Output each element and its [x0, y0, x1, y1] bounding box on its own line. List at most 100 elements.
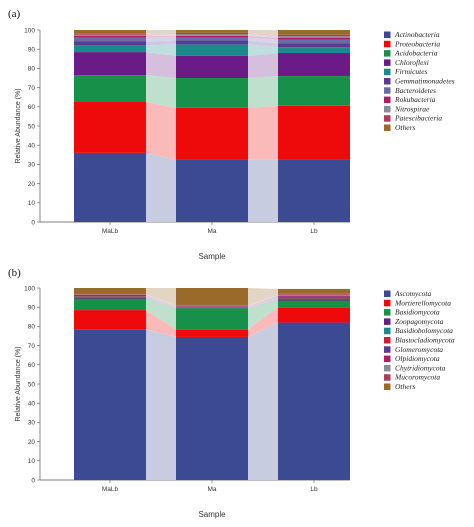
bar-segment-malb-olpidiomycota: [74, 294, 146, 296]
bar-segment-malb-patescibacteria: [74, 33, 146, 35]
band-glomeromycota-0: [146, 295, 176, 307]
band-basidiomycota-1: [248, 300, 278, 330]
legend-entry: Rokubacteria: [394, 95, 436, 104]
band-zoopagomycota-0: [146, 297, 176, 309]
y-tick-label: 40: [28, 401, 36, 408]
chart-panel-a: (a) 0 10 20 30 40 50 60 70 80 90 100 Relative Abunda…: [8, 8, 455, 261]
bar-segment-lb-mortierellomycota: [278, 307, 350, 323]
band-others-1: [248, 288, 278, 306]
legend-entry: Firmicutes: [394, 67, 428, 76]
bar-segment-malb-nitrospirae: [74, 34, 146, 36]
band-mucoromycota-0: [146, 294, 176, 306]
bar-segment-malb-others: [74, 288, 146, 295]
legend-entry: Proteobacteria: [394, 39, 440, 48]
legend-entry: Others: [395, 382, 415, 391]
band-glomeromycota-1: [248, 296, 278, 307]
legend-swatch: [384, 299, 391, 307]
bar-segment-ma-others: [176, 30, 248, 33]
legend-entry: Chytridiomycota: [395, 363, 446, 372]
x-tick-label: Ma: [207, 228, 216, 235]
bar-segment-ma-rokubacteria: [176, 35, 248, 38]
bar-segment-lb-basidiobolomycota: [278, 298, 350, 300]
band-mortierellomycota-1: [248, 307, 278, 337]
bar-segment-malb-actinobacteria: [74, 152, 146, 222]
bar-segment-lb-basidiomycota: [278, 300, 350, 308]
band-firmicutes-1: [248, 44, 278, 56]
band-chytridiomycota-1: [248, 294, 278, 307]
band-others-0: [146, 30, 176, 34]
y-tick-label: 100: [24, 285, 35, 292]
band-bacteroidetes-0: [146, 37, 176, 42]
band-actinobacteria-0: [146, 152, 176, 222]
band-basidiobolomycota-0: [146, 296, 176, 308]
legend-swatch: [384, 96, 391, 104]
legend-swatch: [384, 78, 391, 85]
bar-segment-lb-nitrospirae: [278, 36, 350, 38]
band-patescibacteria-1: [248, 32, 278, 37]
bar-segment-malb-ascomycota: [74, 329, 146, 480]
legend-swatch: [384, 318, 391, 325]
x-tick-label: Lb: [310, 228, 318, 235]
bar-segment-malb-zoopagomycota: [74, 297, 146, 299]
legend-entry: Acidobacteria: [394, 49, 438, 58]
legend-swatch: [384, 50, 391, 57]
legend-entry: Bacteroidetes: [395, 86, 436, 95]
bar-segment-lb-others: [278, 30, 350, 35]
bar-segment-malb-mortierellomycota: [74, 310, 146, 330]
bar-segment-lb-zoopagomycota: [278, 299, 350, 301]
legend-swatch: [384, 383, 391, 390]
bar-segment-ma-others: [176, 288, 248, 306]
legend-swatch: [384, 337, 391, 344]
x-tick-label: Lb: [310, 486, 318, 493]
bar-segment-malb-firmicutes: [74, 45, 146, 53]
bar-segment-ma-chloroflexi: [176, 55, 248, 78]
band-blastocladiomycota-0: [146, 296, 176, 308]
legend-entry: Patescibacteria: [394, 114, 442, 123]
band-actinobacteria-1: [248, 159, 278, 222]
bar-segment-lb-chytridiomycota: [278, 294, 350, 296]
band-firmicutes-0: [146, 44, 176, 56]
bar-segment-malb-rokubacteria: [74, 35, 146, 38]
y-tick-label: 0: [31, 477, 35, 484]
bar-segment-ma-nitrospirae: [176, 34, 248, 36]
band-zoopagomycota-1: [248, 299, 278, 309]
bar-segment-lb-mucoromycota: [278, 293, 350, 295]
bar-segment-ma-actinobacteria: [176, 159, 248, 222]
band-nitrospirae-0: [146, 34, 176, 36]
legend-entry: Glomeromycota: [395, 345, 443, 354]
chart-panel-b: (b) 0 10 20 30 40 50 60 70 80 90 100 Relative Abunda…: [8, 267, 455, 519]
band-ascomycota-1: [248, 322, 278, 480]
y-tick-label: 90: [28, 305, 36, 312]
bar-segment-ma-mortierellomycota: [176, 329, 248, 337]
bar-segment-lb-acidobacteria: [278, 76, 350, 106]
bar-segment-ma-firmicutes: [176, 44, 248, 56]
legend-entry: Chloroflexi: [395, 58, 429, 67]
y-tick-label: 10: [28, 458, 36, 465]
y-tick-label: 100: [24, 27, 35, 34]
bar-segment-ma-gemmatimonadetes: [176, 40, 248, 45]
legend: AscomycotaMortierellomycotaBasidiomycota…: [384, 289, 455, 391]
band-others-0: [146, 288, 176, 306]
band-basidiomycota-0: [146, 298, 176, 330]
x-tick-label: MaLb: [102, 228, 119, 235]
bar-segment-lb-gemmatimonadetes: [278, 43, 350, 48]
y-tick-label: 60: [28, 362, 36, 369]
bar-segment-malb-bacteroidetes: [74, 37, 146, 42]
y-tick-label: 70: [28, 85, 36, 92]
y-tick-label: 80: [28, 324, 36, 331]
bar-segment-lb-proteobacteria: [278, 105, 350, 160]
legend-swatch: [384, 105, 391, 113]
bar-segment-ma-proteobacteria: [176, 107, 248, 160]
bar-segment-malb-glomeromycota: [74, 295, 146, 297]
legend-entry: Mortierellomycota: [394, 298, 451, 307]
band-chloroflexi-1: [248, 53, 278, 78]
legend-entry: Zoopagomycota: [395, 317, 444, 326]
legend: ActinobacteriaProteobacteriaAcidobacteri…: [384, 30, 455, 132]
legend-swatch: [384, 346, 391, 353]
legend-entry: Basidiobolomycota: [395, 326, 453, 335]
legend-entry: Gemmatimonadetes: [395, 77, 455, 86]
legend-entry: Olpidiomycota: [395, 354, 440, 363]
bar-segment-malb-basidiobolomycota: [74, 296, 146, 298]
bar-segment-lb-glomeromycota: [278, 296, 350, 298]
band-blastocladiomycota-1: [248, 297, 278, 308]
